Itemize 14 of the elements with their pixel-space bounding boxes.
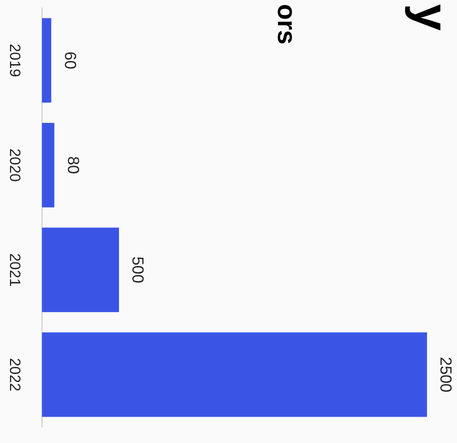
data-label: 2500	[436, 356, 454, 393]
data-label: 60	[60, 51, 78, 70]
y-tick-label: 2020	[6, 148, 23, 182]
y-tick-label: 2022	[6, 358, 23, 392]
bar	[42, 122, 54, 208]
chart-subtitle: ors	[272, 4, 302, 44]
data-label: 500	[128, 256, 146, 284]
bar	[42, 332, 427, 417]
y-tick-label: 2021	[6, 253, 23, 287]
bar	[42, 18, 52, 103]
y-tick-label: 2019	[6, 44, 23, 78]
data-label: 80	[64, 156, 81, 174]
chart-title: y	[404, 4, 457, 31]
bar	[42, 228, 119, 312]
